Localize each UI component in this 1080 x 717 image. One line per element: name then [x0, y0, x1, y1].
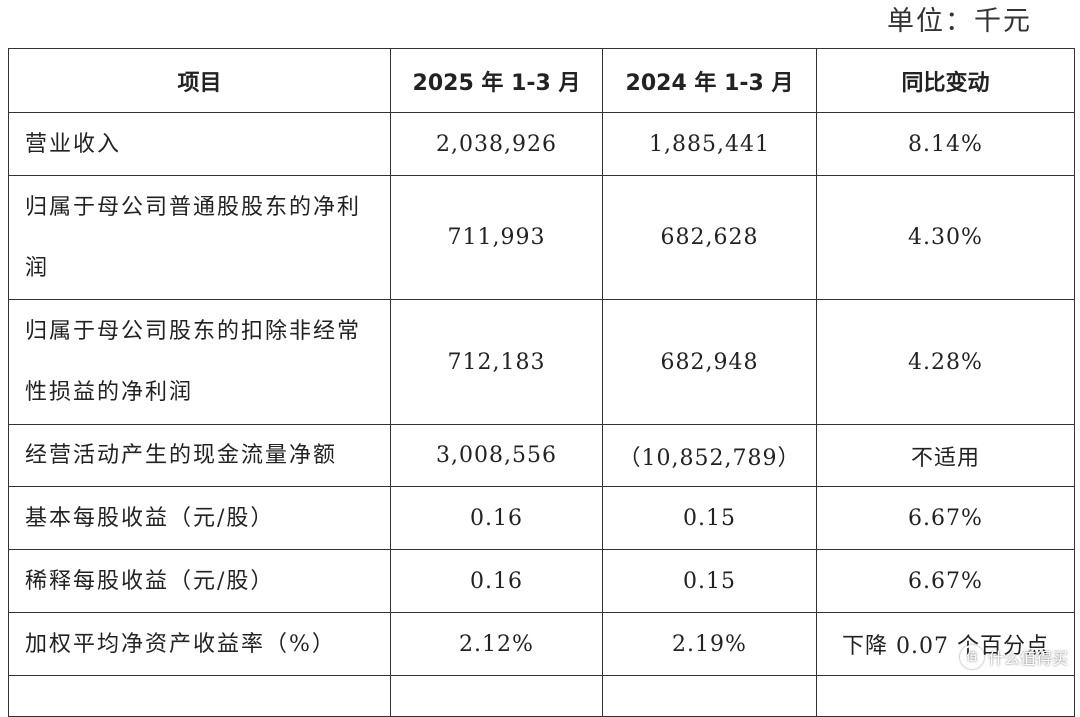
row-label: 稀释每股收益（元/股）: [8, 549, 391, 613]
cell-change: 4.30%: [816, 175, 1075, 300]
table-row: 归属于母公司普通股股东的净利润 711,993 682,628 4.30%: [8, 175, 1075, 300]
row-label: 加权平均净资产收益率（%）: [8, 612, 391, 676]
cell-change: 4.28%: [816, 299, 1075, 425]
cell-change: 6.67%: [816, 486, 1075, 550]
cell-2024: （10,852,789）: [602, 424, 817, 487]
cell-2025: 0.16: [390, 549, 603, 613]
cell-2024: 682,948: [602, 299, 817, 425]
table-row: 稀释每股收益（元/股） 0.16 0.15 6.67%: [8, 549, 1075, 613]
cell-2024: 1,885,441: [602, 112, 817, 176]
cell-2025: 2,038,926: [390, 112, 603, 176]
site-watermark: 值 什么值得买: [959, 645, 1068, 669]
cell-change: 6.67%: [816, 549, 1075, 613]
unit-label: 单位：千元: [887, 6, 1032, 37]
table-row: 归属于母公司股东的扣除非经常性损益的净利润 712,183 682,948 4.…: [8, 299, 1075, 425]
cell-2025: 0.16: [390, 486, 603, 550]
cell-2025: 3,008,556: [390, 424, 603, 487]
header-change: 同比变动: [816, 48, 1075, 113]
cell-2024: 0.15: [602, 549, 817, 613]
row-label: 经营活动产生的现金流量净额: [8, 424, 391, 487]
cell-2025: [390, 675, 603, 717]
cell-2024: 0.15: [602, 486, 817, 550]
cell-change: [816, 675, 1075, 717]
row-label: 归属于母公司普通股股东的净利润: [8, 175, 391, 300]
table-row: 加权平均净资产收益率（%） 2.12% 2.19% 下降 0.07 个百分点: [8, 612, 1075, 676]
header-item: 项目: [8, 48, 391, 113]
cell-2025: 2.12%: [390, 612, 603, 676]
header-2025: 2025 年 1-3 月: [390, 48, 603, 113]
table-header-row: 项目 2025 年 1-3 月 2024 年 1-3 月 同比变动: [8, 48, 1075, 113]
cell-change: 不适用: [816, 424, 1075, 487]
table-row: [8, 675, 1075, 717]
cell-2024: 682,628: [602, 175, 817, 300]
watermark-logo-icon: 值: [959, 645, 984, 669]
row-label: 营业收入: [8, 112, 391, 176]
cell-change: 8.14%: [816, 112, 1075, 176]
row-label: [8, 675, 391, 717]
header-2024: 2024 年 1-3 月: [602, 48, 817, 113]
cell-2025: 712,183: [390, 299, 603, 425]
cell-2025: 711,993: [390, 175, 603, 300]
financial-summary-table: 项目 2025 年 1-3 月 2024 年 1-3 月 同比变动 营业收入 2…: [8, 48, 1075, 717]
table-row: 基本每股收益（元/股） 0.16 0.15 6.67%: [8, 486, 1075, 550]
table-row: 营业收入 2,038,926 1,885,441 8.14%: [8, 112, 1075, 176]
cell-change: 下降 0.07 个百分点: [816, 612, 1075, 676]
watermark-text: 什么值得买: [987, 649, 1068, 668]
table-row: 经营活动产生的现金流量净额 3,008,556 （10,852,789） 不适用: [8, 424, 1075, 487]
row-label: 基本每股收益（元/股）: [8, 486, 391, 550]
row-label: 归属于母公司股东的扣除非经常性损益的净利润: [8, 299, 391, 425]
cell-2024: 2.19%: [602, 612, 817, 676]
cell-2024: [602, 675, 817, 717]
